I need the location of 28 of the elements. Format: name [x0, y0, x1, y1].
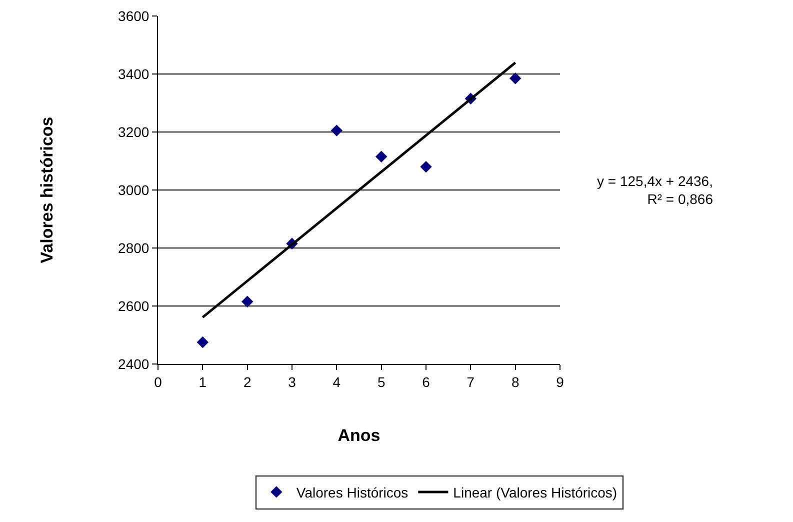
point — [196, 336, 209, 348]
x-tick-label: 4 — [332, 374, 341, 390]
y-tick-label: 2600 — [118, 298, 150, 314]
y-tick-label: 3400 — [118, 66, 150, 82]
x-tick-label: 6 — [422, 374, 430, 390]
y-tick-label: 3000 — [118, 182, 150, 198]
legend-label: Linear (Valores Históricos) — [453, 484, 618, 500]
y-tick-label: 3200 — [118, 124, 150, 140]
point — [509, 72, 522, 84]
y-tick-label: 2800 — [118, 240, 150, 256]
x-tick-label: 7 — [466, 374, 475, 390]
point — [330, 124, 343, 136]
x-tick-label: 0 — [154, 374, 162, 390]
x-tick-label: 9 — [556, 374, 564, 390]
x-tick-label: 2 — [243, 374, 252, 390]
point — [241, 296, 254, 308]
x-tick-label: 3 — [288, 374, 296, 390]
point — [375, 150, 388, 162]
legend-label: Valores Históricos — [296, 484, 408, 500]
x-tick-label: 8 — [511, 374, 520, 390]
y-tick-label: 2400 — [118, 356, 150, 372]
y-axis-title: Valores históricos — [38, 116, 57, 264]
x-tick-label: 1 — [198, 374, 207, 390]
x-axis-title: Anos — [338, 426, 380, 446]
point — [420, 160, 432, 173]
text: y = 125,4x + 2436, R² = 0,866 — [597, 173, 714, 208]
y-tick-label: 3600 — [118, 8, 150, 24]
x-tick-label: 5 — [377, 374, 386, 390]
